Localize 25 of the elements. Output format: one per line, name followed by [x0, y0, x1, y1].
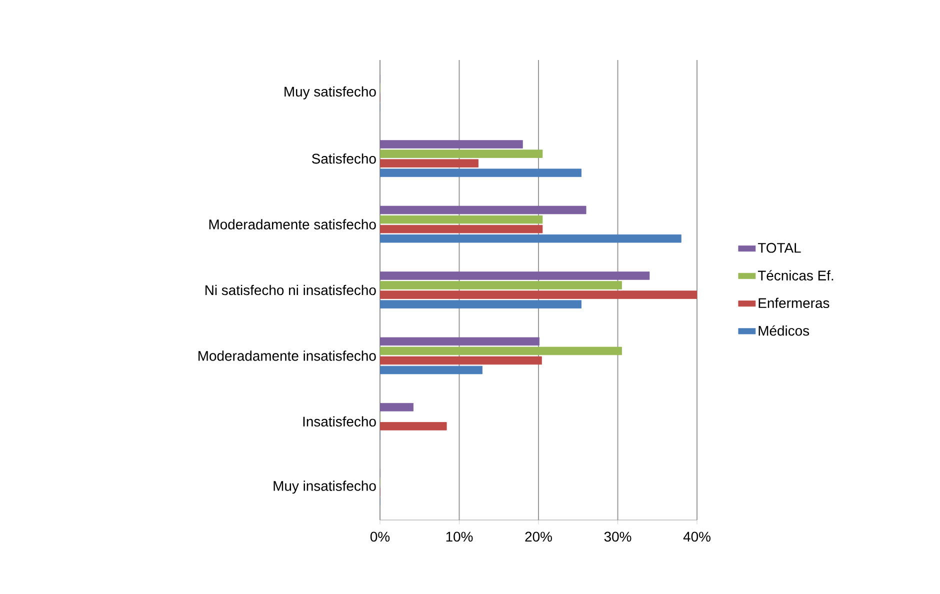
bar: [380, 140, 523, 148]
y-tick-label: Muy insatisfecho: [274, 480, 376, 494]
bar: [380, 272, 650, 280]
x-tick-label: 0%: [370, 532, 390, 542]
bar: [380, 234, 682, 243]
x-tick-label: 40%: [683, 532, 710, 542]
bar: [380, 337, 540, 346]
y-tick-label: Moderadamente satisfecho: [209, 219, 376, 230]
y-tick-label: Ni satisfecho ni insatisfecho: [206, 284, 376, 296]
legend-label: Enfermeras: [758, 298, 830, 308]
bar: [380, 168, 582, 178]
y-tick-label: Moderadamente insatisfecho: [198, 350, 376, 361]
y-tick-label: Muy satisfecho: [284, 86, 376, 100]
legend-label: TOTAL: [758, 242, 801, 253]
bar: [380, 402, 414, 412]
bar: [380, 366, 482, 374]
y-tick-label: Satisfecho: [312, 153, 376, 164]
legend-label: Técnicas Ef.: [758, 270, 834, 281]
x-tick-label: 20%: [525, 532, 552, 542]
x-tick-label: 10%: [446, 532, 473, 542]
x-tick-label: 30%: [604, 532, 632, 542]
bar: [380, 300, 582, 308]
bar: [380, 206, 586, 214]
y-tick-label: Insatisfecho: [303, 416, 376, 427]
legend-label: Médicos: [758, 325, 810, 336]
